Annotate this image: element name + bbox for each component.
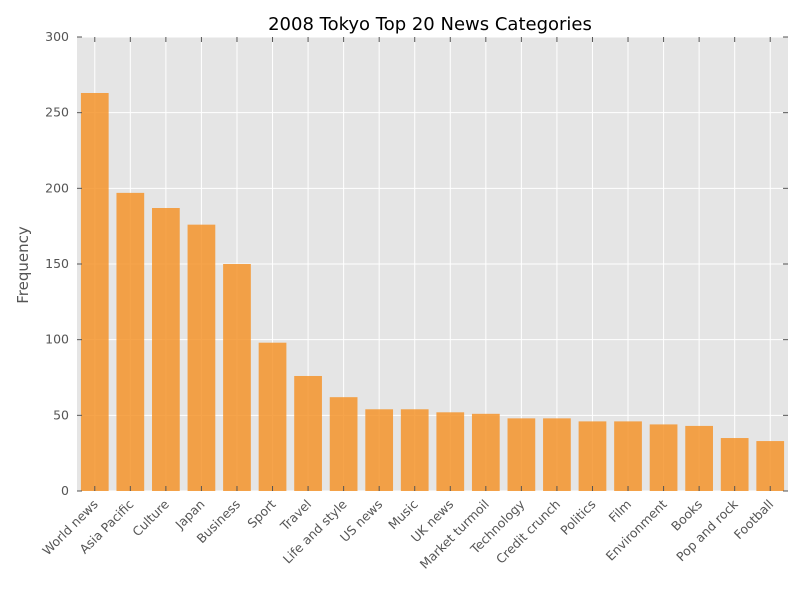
x-tick-label: Credit crunch (493, 497, 563, 567)
bar-12 (507, 418, 536, 491)
y-tick-label: 0 (61, 483, 69, 498)
y-tick-label: 150 (45, 256, 69, 271)
bar-10 (436, 412, 465, 491)
y-tick-label: 100 (45, 332, 69, 347)
bar-16 (649, 424, 678, 491)
y-tick-label: 300 (45, 29, 69, 44)
bar-5 (258, 342, 287, 491)
x-tick-label: Politics (557, 497, 598, 538)
x-tick-label: Culture (129, 496, 172, 539)
bar-11 (471, 413, 500, 491)
bar-14 (578, 421, 607, 491)
y-tick-label: 50 (53, 407, 69, 422)
bar-4 (223, 264, 251, 491)
bar-0 (80, 92, 109, 491)
chart-title: 2008 Tokyo Top 20 News Categories (268, 14, 592, 35)
x-tick-label: Film (606, 497, 635, 526)
bar-2 (152, 208, 180, 492)
x-tick-label: Sport (244, 496, 278, 530)
bar-15 (614, 421, 642, 491)
bar-9 (400, 409, 429, 491)
bar-19 (756, 441, 785, 491)
bar-8 (365, 409, 394, 491)
y-axis-label: Frequency (14, 226, 32, 304)
bar-3 (187, 224, 216, 492)
bar-13 (543, 418, 571, 491)
y-tick-label: 200 (45, 180, 69, 195)
bar-17 (685, 425, 713, 491)
y-tick-label: 250 (45, 105, 69, 120)
bar-1 (116, 192, 145, 491)
x-tick-label: Football (731, 497, 777, 543)
bar-18 (720, 438, 749, 491)
bar-6 (294, 375, 322, 491)
bar-7 (329, 397, 358, 491)
